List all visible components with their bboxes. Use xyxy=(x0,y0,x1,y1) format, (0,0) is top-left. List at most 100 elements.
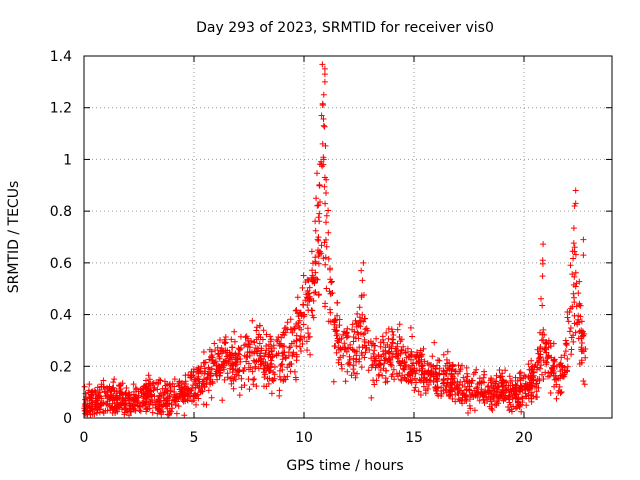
data-point xyxy=(141,393,147,400)
data-point xyxy=(533,381,540,387)
data-point xyxy=(468,380,475,387)
data-point xyxy=(394,326,401,333)
data-point xyxy=(499,383,506,390)
data-point xyxy=(250,357,257,364)
y-tick-label: 0.6 xyxy=(50,256,72,272)
data-point xyxy=(221,339,228,345)
data-point xyxy=(304,347,311,354)
data-point xyxy=(567,262,574,269)
data-point xyxy=(303,338,310,345)
data-point xyxy=(273,351,280,358)
data-point xyxy=(570,338,577,345)
data-point xyxy=(555,375,562,382)
data-point xyxy=(579,328,586,335)
data-point xyxy=(551,376,558,383)
data-point xyxy=(582,346,589,352)
data-point xyxy=(314,170,320,177)
data-point xyxy=(382,350,389,357)
data-point xyxy=(492,380,499,387)
data-point xyxy=(194,382,201,389)
data-point xyxy=(569,303,576,310)
data-point xyxy=(539,257,546,264)
data-point xyxy=(123,390,130,397)
data-point xyxy=(300,272,307,279)
data-point xyxy=(280,377,287,384)
data-point xyxy=(368,394,375,401)
data-point xyxy=(131,394,138,401)
data-points xyxy=(81,61,589,419)
data-point xyxy=(438,393,445,399)
y-tick-label: 0 xyxy=(63,411,72,427)
data-point xyxy=(361,354,368,361)
data-point xyxy=(402,349,409,356)
data-point xyxy=(396,370,403,377)
data-point xyxy=(570,290,577,297)
data-point xyxy=(131,406,138,413)
data-point xyxy=(537,348,544,355)
data-point xyxy=(363,345,370,352)
data-point xyxy=(493,372,500,379)
data-point xyxy=(430,379,437,385)
data-point xyxy=(527,372,534,379)
data-point xyxy=(276,387,283,394)
data-point xyxy=(356,314,363,321)
data-point xyxy=(380,339,387,346)
data-point xyxy=(530,368,537,375)
data-point xyxy=(558,364,565,370)
data-point xyxy=(321,183,328,190)
data-point xyxy=(287,368,294,375)
data-point xyxy=(145,372,152,379)
data-point xyxy=(243,333,250,340)
data-point xyxy=(327,265,333,272)
data-point xyxy=(540,241,547,248)
y-axis-label: SRMTID / TECUs xyxy=(6,181,22,294)
data-point xyxy=(461,390,467,397)
data-point xyxy=(146,381,153,388)
data-point xyxy=(565,318,572,325)
data-point xyxy=(310,278,317,285)
data-point xyxy=(171,383,178,390)
data-point xyxy=(116,383,123,390)
data-point xyxy=(154,386,161,393)
data-point xyxy=(418,363,425,370)
data-point xyxy=(300,301,306,308)
data-point xyxy=(358,294,365,300)
data-point xyxy=(287,316,294,323)
data-point xyxy=(299,284,306,291)
data-point xyxy=(263,343,270,349)
data-point xyxy=(143,385,150,391)
data-point xyxy=(345,345,352,352)
data-point xyxy=(539,302,546,309)
data-point xyxy=(328,279,335,286)
data-point xyxy=(301,334,308,341)
data-point xyxy=(572,329,579,336)
data-point xyxy=(322,261,329,268)
data-point xyxy=(431,339,438,346)
data-point xyxy=(223,353,230,360)
data-point xyxy=(365,339,372,346)
data-point xyxy=(350,355,357,362)
data-point xyxy=(344,368,351,375)
data-point xyxy=(184,396,191,403)
data-point xyxy=(466,387,473,394)
data-point xyxy=(557,372,564,379)
data-point xyxy=(190,397,197,404)
data-point xyxy=(463,364,470,371)
data-point xyxy=(471,407,478,414)
data-point xyxy=(321,174,328,181)
data-point xyxy=(426,361,433,368)
data-point xyxy=(487,396,494,403)
data-point xyxy=(266,351,273,358)
data-point xyxy=(278,334,285,341)
data-point xyxy=(528,395,535,402)
data-point xyxy=(507,392,513,399)
data-point xyxy=(421,358,428,365)
data-point xyxy=(497,373,504,380)
data-point xyxy=(310,314,317,321)
data-point xyxy=(506,373,513,380)
data-point xyxy=(132,385,139,392)
data-point xyxy=(492,388,498,395)
data-point xyxy=(479,391,486,397)
data-point xyxy=(310,260,316,267)
data-point xyxy=(556,383,563,390)
